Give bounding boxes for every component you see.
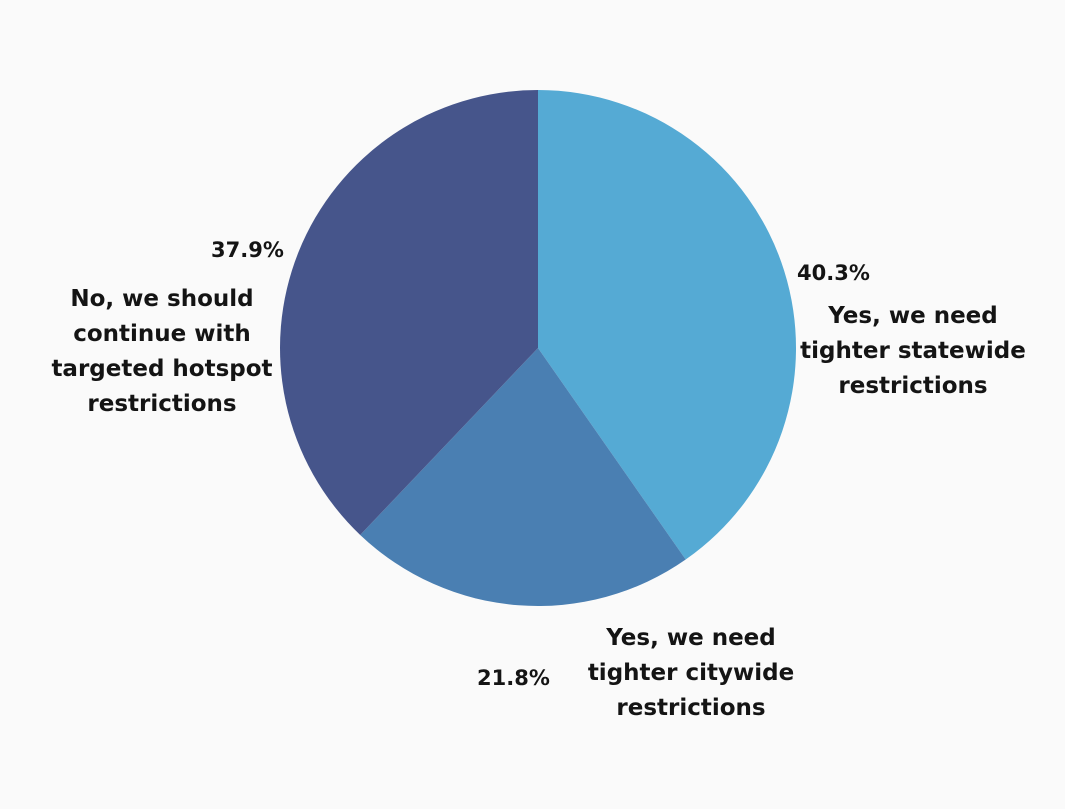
slice-label-line: tighter statewide [800, 338, 1026, 364]
slice-label-statewide: Yes, we need tighter statewide restricti… [800, 299, 1026, 404]
slice-label-line: restrictions [87, 391, 237, 417]
slice-label-citywide: Yes, we need tighter citywide restrictio… [584, 621, 798, 726]
slice-label-line: targeted hotspot [51, 356, 273, 382]
slice-label-line: continue with [73, 321, 251, 347]
slice-label-line: restrictions [616, 695, 766, 721]
slice-label-hotspot: No, we should continue with targeted hot… [46, 282, 278, 422]
slice-label-line: Yes, we need [828, 303, 998, 329]
slice-value-label-citywide: 21.8% [477, 666, 550, 690]
slice-value-label-statewide: 40.3% [797, 261, 870, 285]
slice-label-line: Yes, we need [606, 625, 776, 651]
slice-label-line: tighter citywide [587, 660, 795, 686]
slice-value-label-hotspot: 37.9% [211, 238, 284, 262]
pie-slice-citywide [360, 348, 686, 607]
slice-label-line: restrictions [838, 373, 988, 399]
slice-label-line: No, we should [70, 286, 254, 312]
pie-slice-hotspot [280, 89, 538, 535]
pie-slice-statewide [538, 90, 797, 560]
